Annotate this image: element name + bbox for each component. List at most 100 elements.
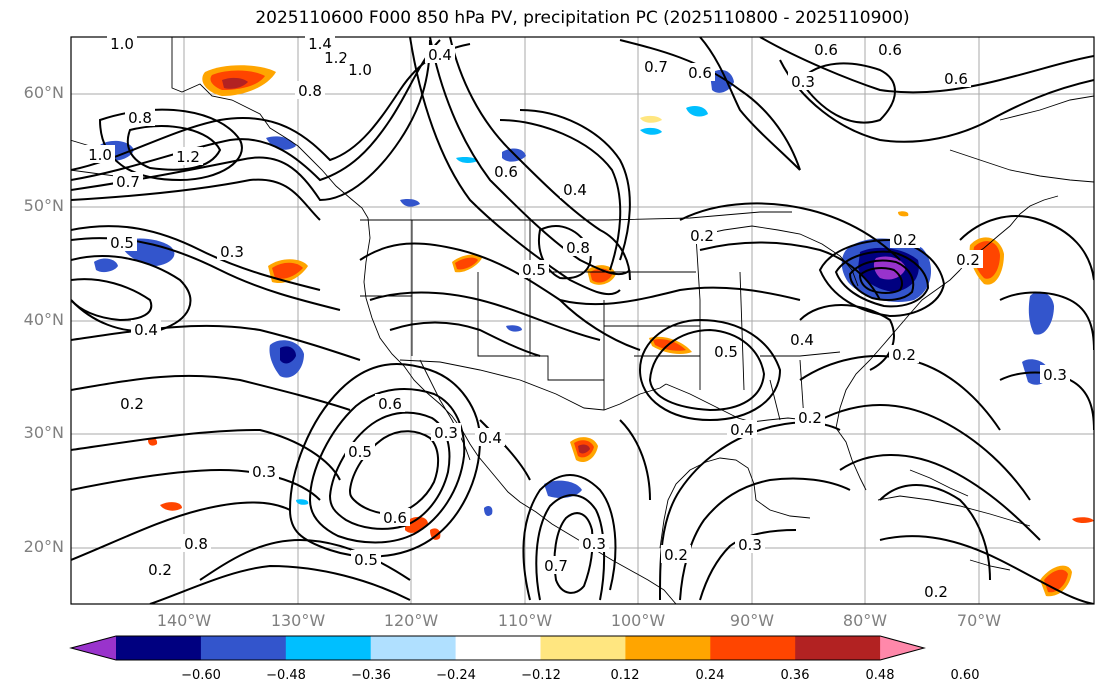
contour-label: 0.6 bbox=[878, 41, 902, 59]
lat-tick-label: 60°N bbox=[23, 83, 64, 102]
contour-label: 0.3 bbox=[434, 424, 458, 442]
colorbar-tick-label: 0.12 bbox=[610, 668, 640, 683]
contour-label-bg bbox=[345, 442, 375, 460]
colorbar-tick-label: −0.24 bbox=[436, 668, 476, 683]
colorbar-segment bbox=[710, 636, 796, 660]
colorbar-extend-high bbox=[880, 636, 925, 660]
lon-tick-label: 120°W bbox=[383, 611, 439, 630]
colorbar-segment bbox=[625, 636, 711, 660]
pv-contours bbox=[71, 37, 1094, 604]
contour-label: 0.8 bbox=[128, 109, 152, 127]
contour-label-bg bbox=[687, 226, 717, 244]
contour-label: 0.2 bbox=[893, 231, 917, 249]
contour-label: 1.2 bbox=[176, 148, 200, 166]
figure-title: 2025110600 F000 850 hPa PV, precipitatio… bbox=[255, 8, 910, 28]
contour-label: 0.2 bbox=[892, 346, 916, 364]
contour-label-bg bbox=[475, 428, 505, 446]
contour-label: 0.2 bbox=[664, 546, 688, 564]
colorbar-extend-low bbox=[71, 636, 116, 660]
contour-label-bg bbox=[113, 172, 143, 190]
contour-label-bg bbox=[560, 180, 590, 198]
contour-label: 0.8 bbox=[184, 535, 208, 553]
contour-label: 0.3 bbox=[252, 463, 276, 481]
contour-label: 0.5 bbox=[714, 343, 738, 361]
colorbar-segment bbox=[540, 636, 626, 660]
contour-label-bg bbox=[941, 69, 971, 87]
contour-label: 0.3 bbox=[582, 535, 606, 553]
contour-label-bg bbox=[131, 320, 161, 338]
contour-label: 0.2 bbox=[120, 395, 144, 413]
contour-label: 0.3 bbox=[791, 73, 815, 91]
lon-tick-label: 70°W bbox=[956, 611, 1002, 630]
contour-label-bg bbox=[431, 423, 461, 441]
contour-label-bg bbox=[921, 582, 951, 600]
contour-label: 1.0 bbox=[88, 146, 112, 164]
contour-label: 0.4 bbox=[730, 421, 754, 439]
contour-label: 0.7 bbox=[116, 173, 140, 191]
colorbar-segment bbox=[370, 636, 457, 660]
colorbar-tick-label: 0.36 bbox=[780, 668, 810, 683]
lon-tick-label: 130°W bbox=[270, 611, 326, 630]
colorbar-tick-label: 0.60 bbox=[950, 668, 980, 683]
colorbar-segment bbox=[285, 636, 372, 660]
contour-label: 0.6 bbox=[383, 509, 407, 527]
contour-label: 0.8 bbox=[566, 239, 590, 257]
contour-label: 0.6 bbox=[378, 395, 402, 413]
contour-label: 0.3 bbox=[738, 536, 762, 554]
contour-label: 0.2 bbox=[924, 583, 948, 601]
contour-label: 0.2 bbox=[690, 227, 714, 245]
contour-label-bg bbox=[295, 81, 325, 99]
contour-label-bg bbox=[541, 556, 571, 574]
contour-label-bg bbox=[173, 147, 203, 165]
gridlines bbox=[71, 37, 1094, 604]
colorbar-segment bbox=[116, 636, 202, 660]
contour-label-bg bbox=[125, 108, 155, 126]
contour-label-bg bbox=[787, 330, 817, 348]
contour-label-bg bbox=[579, 534, 609, 552]
colorbar-tick-label: 0.48 bbox=[865, 668, 895, 683]
contour-label-bg bbox=[795, 408, 825, 426]
contour-label: 0.6 bbox=[494, 163, 518, 181]
lon-tick-label: 100°W bbox=[610, 611, 666, 630]
contour-label-bg bbox=[788, 72, 818, 90]
contour-label: 0.4 bbox=[428, 46, 452, 64]
contour-label-bg bbox=[889, 345, 919, 363]
map-frame bbox=[70, 36, 1095, 605]
contour-label-bg bbox=[425, 45, 455, 63]
contour-label-bg bbox=[890, 230, 920, 248]
contour-label: 0.6 bbox=[814, 41, 838, 59]
contour-label-bg bbox=[727, 420, 757, 438]
contour-label-bg bbox=[145, 560, 175, 578]
contour-labels: 1.0 1.40.4 0.6 0.61.2 0.70.60.30.60.81.00.81… bbox=[85, 34, 1070, 601]
contour-label-bg bbox=[217, 242, 247, 260]
contour-label-bg bbox=[491, 162, 521, 180]
contour-label-bg bbox=[85, 145, 115, 163]
contour-label-bg bbox=[107, 233, 137, 251]
colorbar-tick-label: −0.36 bbox=[351, 668, 391, 683]
contour-label: 0.5 bbox=[522, 261, 546, 279]
contour-label-bg bbox=[1040, 365, 1070, 383]
contour-label-bg bbox=[811, 40, 841, 58]
contour-label-bg bbox=[380, 508, 410, 526]
contour-label: 1.0 bbox=[348, 61, 372, 79]
colorbar-segment bbox=[200, 636, 287, 660]
colorbar-tick-label: −0.12 bbox=[521, 668, 561, 683]
colorbar-tick-label: 0.24 bbox=[695, 668, 725, 683]
contour-label: 0.8 bbox=[298, 82, 322, 100]
contour-label: 0.7 bbox=[644, 58, 668, 76]
contour-label: 0.7 bbox=[544, 557, 568, 575]
contour-label: 0.6 bbox=[944, 70, 968, 88]
lon-tick-label: 110°W bbox=[497, 611, 553, 630]
colorbar-segment bbox=[455, 636, 541, 660]
contour-label: 0.4 bbox=[790, 331, 814, 349]
lat-tick-label: 20°N bbox=[23, 537, 64, 556]
contour-label: 0.4 bbox=[134, 321, 158, 339]
contour-label-bg bbox=[345, 60, 375, 78]
contour-label-bg bbox=[249, 462, 279, 480]
contour-label: 1.2 bbox=[324, 49, 348, 67]
lon-tick-label: 80°W bbox=[842, 611, 888, 630]
contour-label-bg bbox=[953, 250, 983, 268]
colorbar bbox=[69, 635, 927, 661]
contour-label-bg bbox=[321, 48, 351, 66]
